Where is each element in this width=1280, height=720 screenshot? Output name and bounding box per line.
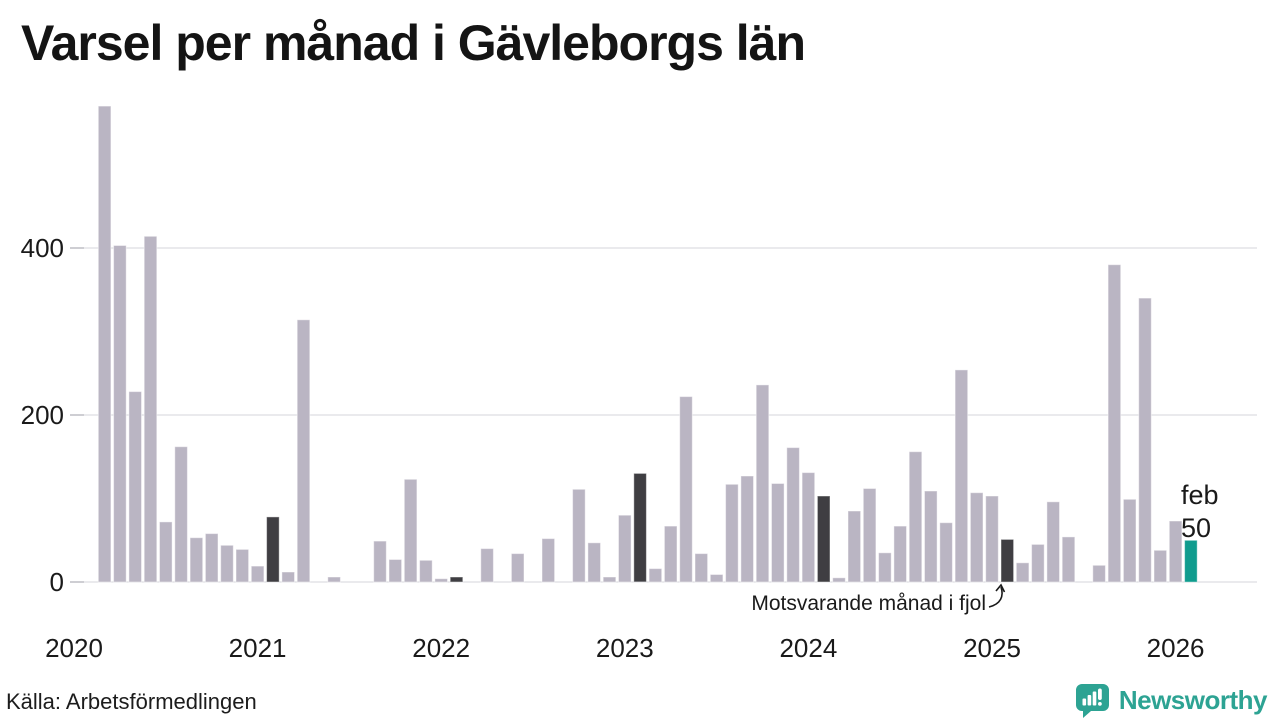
- bar: [572, 488, 586, 583]
- bar: [602, 576, 617, 583]
- x-axis-label: 2024: [779, 633, 837, 663]
- newsworthy-logo: Newsworthy: [1074, 682, 1268, 719]
- bar: [1031, 543, 1045, 583]
- bar: [1061, 536, 1076, 583]
- bar: [1015, 562, 1030, 583]
- bar: [924, 490, 938, 583]
- bar: [1046, 501, 1061, 583]
- bar-current: [1184, 539, 1198, 583]
- bar: [235, 548, 250, 583]
- bar: [159, 521, 173, 583]
- bar: [97, 105, 112, 583]
- x-axis-label: 2026: [1147, 633, 1205, 663]
- bar: [694, 553, 709, 583]
- bar: [1092, 564, 1106, 583]
- latest-bar-label: feb 50: [1181, 479, 1219, 545]
- bar: [740, 475, 755, 583]
- bar-highlight: [633, 472, 647, 583]
- annotation-arrow-icon: [988, 583, 1006, 608]
- bar: [1107, 264, 1122, 583]
- annotation: Motsvarande månad i fjol: [751, 583, 1010, 616]
- bar: [679, 396, 693, 583]
- x-axis-label: 2022: [412, 633, 470, 663]
- bar: [510, 553, 525, 583]
- bar: [878, 552, 892, 583]
- bar: [587, 542, 602, 583]
- bar: [143, 235, 158, 583]
- newsworthy-logo-icon: [1075, 684, 1109, 718]
- bar: [832, 577, 846, 583]
- bar: [755, 384, 770, 583]
- bar: [174, 446, 188, 583]
- bar-highlight: [266, 516, 280, 583]
- bar-chart: 0 200 400 2020 2021 2022 2023 2024 2025 2026: [21, 105, 1257, 663]
- bar: [220, 544, 234, 583]
- bar: [419, 559, 433, 583]
- bar: [709, 574, 724, 583]
- bar: [1168, 520, 1183, 583]
- bar: [113, 245, 127, 583]
- bar: [862, 488, 877, 583]
- bar: [771, 483, 785, 583]
- bar: [1153, 549, 1168, 583]
- bar: [725, 483, 739, 583]
- bar: [908, 451, 923, 583]
- bar: [204, 533, 219, 583]
- x-axis-label: 2021: [229, 633, 287, 663]
- bar: [893, 525, 908, 583]
- x-axis-label: 2025: [963, 633, 1021, 663]
- bar: [985, 495, 999, 583]
- bar: [1138, 297, 1152, 583]
- x-axis-label: 2020: [45, 633, 103, 663]
- bar: [954, 369, 969, 583]
- bar: [663, 525, 678, 583]
- y-axis-label: 0: [50, 567, 64, 597]
- chart-title: Varsel per månad i Gävleborgs län: [21, 15, 806, 71]
- bar: [281, 571, 295, 583]
- bar: [296, 319, 311, 583]
- bar: [939, 522, 953, 583]
- bar: [480, 548, 494, 583]
- bar-highlight: [1000, 538, 1015, 583]
- bar: [847, 510, 862, 583]
- x-axis-label: 2023: [596, 633, 654, 663]
- bar: [434, 578, 448, 583]
- bar: [327, 576, 341, 583]
- bar: [1122, 498, 1137, 583]
- bar-highlight: [816, 495, 831, 583]
- bar-highlight: [449, 576, 464, 583]
- bar: [648, 568, 663, 583]
- bar: [786, 447, 800, 583]
- bar: [969, 492, 984, 583]
- bar: [250, 565, 265, 583]
- bar: [128, 391, 142, 583]
- bar: [388, 559, 403, 583]
- bar: [541, 538, 556, 583]
- y-axis-label: 400: [21, 233, 64, 263]
- latest-bar-value: 50: [1181, 513, 1212, 543]
- latest-bar-month: feb: [1181, 480, 1219, 510]
- y-axis-label: 200: [21, 400, 64, 430]
- bar: [403, 478, 418, 583]
- bar: [801, 472, 816, 583]
- source-note: Källa: Arbetsförmedlingen: [6, 689, 257, 714]
- bar: [618, 514, 632, 583]
- newsworthy-logo-text: Newsworthy: [1118, 685, 1268, 715]
- annotation-text: Motsvarande månad i fjol: [751, 592, 986, 615]
- bar: [373, 540, 387, 583]
- bar: [189, 537, 204, 583]
